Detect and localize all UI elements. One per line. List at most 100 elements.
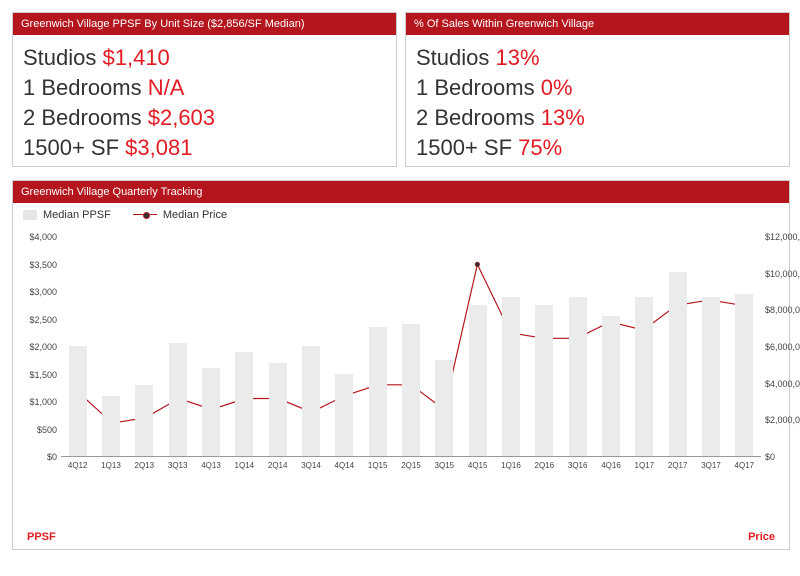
chart-legend: Median PPSF Median Price: [13, 203, 789, 227]
ppsf-header: Greenwich Village PPSF By Unit Size ($2,…: [13, 13, 396, 35]
stat-label: 1500+ SF: [416, 135, 518, 160]
ppsf-panel: Greenwich Village PPSF By Unit Size ($2,…: [12, 12, 397, 167]
x-tick: 2Q15: [401, 461, 421, 470]
bar: [235, 352, 253, 457]
bar: [435, 360, 453, 456]
sales-body: Studios 13%1 Bedrooms 0%2 Bedrooms 13%15…: [406, 35, 789, 171]
bar: [669, 272, 687, 456]
bar: [335, 374, 353, 457]
stat-value: 0%: [541, 75, 573, 100]
y-right-tick: $2,000,000: [765, 415, 800, 425]
x-tick: 3Q13: [168, 461, 188, 470]
x-tick: 2Q14: [268, 461, 288, 470]
left-axis-title: PPSF: [27, 531, 56, 543]
bar: [302, 346, 320, 456]
x-tick: 2Q13: [135, 461, 155, 470]
x-tick: 2Q17: [668, 461, 688, 470]
stat-label: Studios: [23, 45, 103, 70]
stat-value: $3,081: [125, 135, 192, 160]
y-left-tick: $0: [15, 452, 57, 462]
legend-swatch-line: [133, 210, 157, 220]
tracking-chart-panel: Greenwich Village Quarterly Tracking Med…: [12, 180, 790, 550]
x-tick: 1Q16: [501, 461, 521, 470]
y-left-tick: $1,500: [15, 370, 57, 380]
y-right-tick: $10,000,000: [765, 269, 800, 279]
sales-panel: % Of Sales Within Greenwich Village Stud…: [405, 12, 790, 167]
y-left-tick: $1,000: [15, 397, 57, 407]
stat-label: 1500+ SF: [23, 135, 125, 160]
chart-area: $0$500$1,000$1,500$2,000$2,500$3,000$3,5…: [61, 237, 761, 487]
bar: [169, 343, 187, 456]
sales-header: % Of Sales Within Greenwich Village: [406, 13, 789, 35]
bar: [602, 316, 620, 456]
stat-label: 1 Bedrooms: [416, 75, 541, 100]
y-right-tick: $12,000,000: [765, 232, 800, 242]
stat-value: 13%: [541, 105, 585, 130]
bar: [702, 297, 720, 457]
x-tick: 4Q17: [735, 461, 755, 470]
bar: [202, 368, 220, 456]
y-left-tick: $2,500: [15, 315, 57, 325]
x-tick: 4Q13: [201, 461, 221, 470]
stat-value: $2,603: [148, 105, 215, 130]
x-tick: 3Q16: [568, 461, 588, 470]
stat-label: 2 Bedrooms: [23, 105, 148, 130]
y-right-tick: $4,000,000: [765, 379, 800, 389]
bar: [69, 346, 87, 456]
x-tick: 4Q15: [468, 461, 488, 470]
y-left-tick: $2,000: [15, 342, 57, 352]
stat-value: $1,410: [103, 45, 170, 70]
x-tick: 3Q17: [701, 461, 721, 470]
bar: [402, 324, 420, 456]
bar: [635, 297, 653, 457]
stat-value: 13%: [496, 45, 540, 70]
x-tick: 4Q14: [335, 461, 355, 470]
chart-header: Greenwich Village Quarterly Tracking: [13, 181, 789, 203]
stat-row: 2 Bedrooms $2,603: [23, 103, 386, 133]
y-left-tick: $3,000: [15, 287, 57, 297]
bar: [535, 305, 553, 456]
bar: [469, 305, 487, 456]
stat-row: Studios $1,410: [23, 43, 386, 73]
stat-value: 75%: [518, 135, 562, 160]
stat-row: 1500+ SF 75%: [416, 133, 779, 163]
y-right-tick: $8,000,000: [765, 305, 800, 315]
stat-row: Studios 13%: [416, 43, 779, 73]
bar: [569, 297, 587, 457]
legend-label-line: Median Price: [163, 209, 227, 221]
ppsf-body: Studios $1,4101 Bedrooms N/A2 Bedrooms $…: [13, 35, 396, 171]
stat-row: 1 Bedrooms N/A: [23, 73, 386, 103]
x-tick: 1Q17: [635, 461, 655, 470]
stat-row: 1500+ SF $3,081: [23, 133, 386, 163]
y-right-tick: $0: [765, 452, 800, 462]
bar: [735, 294, 753, 456]
stat-label: Studios: [416, 45, 496, 70]
stat-row: 1 Bedrooms 0%: [416, 73, 779, 103]
y-left-tick: $3,500: [15, 260, 57, 270]
bar: [502, 297, 520, 457]
x-tick: 4Q12: [68, 461, 88, 470]
x-tick: 1Q14: [235, 461, 255, 470]
y-left-tick: $500: [15, 425, 57, 435]
line-marker: [475, 262, 480, 267]
bar: [102, 396, 120, 457]
y-left-tick: $4,000: [15, 232, 57, 242]
plot-area: $0$500$1,000$1,500$2,000$2,500$3,000$3,5…: [61, 237, 761, 457]
bar: [369, 327, 387, 456]
stat-label: 1 Bedrooms: [23, 75, 148, 100]
x-tick: 1Q13: [101, 461, 121, 470]
bar: [269, 363, 287, 457]
legend-swatch-bar: [23, 210, 37, 220]
bar: [135, 385, 153, 457]
stat-row: 2 Bedrooms 13%: [416, 103, 779, 133]
x-tick: 4Q16: [601, 461, 621, 470]
x-tick: 3Q14: [301, 461, 321, 470]
x-tick: 2Q16: [535, 461, 555, 470]
legend-label-bar: Median PPSF: [43, 209, 111, 221]
y-right-tick: $6,000,000: [765, 342, 800, 352]
stat-label: 2 Bedrooms: [416, 105, 541, 130]
x-tick: 1Q15: [368, 461, 388, 470]
x-tick: 3Q15: [435, 461, 455, 470]
right-axis-title: Price: [748, 531, 775, 543]
stat-value: N/A: [148, 75, 185, 100]
